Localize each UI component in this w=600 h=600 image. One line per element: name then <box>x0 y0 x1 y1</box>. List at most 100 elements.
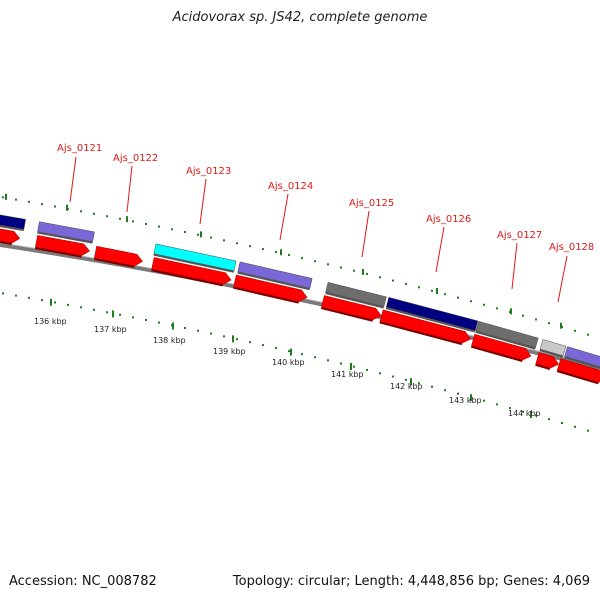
gene-bar <box>237 261 313 291</box>
lower-dot <box>93 308 95 311</box>
lower-dot <box>379 372 381 375</box>
lower-dot <box>210 332 212 335</box>
gene-label: Ajs_0126 <box>426 214 471 225</box>
upper-dot <box>353 269 355 272</box>
lower-dot <box>2 292 4 295</box>
upper-tick-mark <box>280 249 282 256</box>
lower-dot <box>548 418 550 421</box>
upper-tick-mark <box>362 268 364 275</box>
cds-arrow <box>93 245 143 268</box>
upper-dot <box>236 242 238 245</box>
upper-dot <box>145 222 147 225</box>
gene-bar <box>564 346 600 373</box>
upper-dot <box>392 279 394 282</box>
cds-arrow <box>0 227 21 246</box>
lower-dot <box>587 429 589 432</box>
scale-tick-label: 142 kbp <box>390 382 423 391</box>
map-title: Acidovorax sp. JS42, complete genome <box>172 10 428 25</box>
upper-dot <box>470 300 472 303</box>
lower-dot <box>184 327 186 330</box>
lower-tick-mark <box>350 362 352 370</box>
upper-dot <box>54 205 56 208</box>
lower-dot <box>301 353 303 356</box>
gene-leader-line <box>69 156 77 203</box>
gene-label: Ajs_0128 <box>549 242 594 253</box>
upper-dot <box>210 236 212 239</box>
gene-bar <box>0 213 26 232</box>
upper-dot <box>249 245 251 248</box>
upper-dot <box>314 260 316 263</box>
lower-dot <box>262 344 264 347</box>
gene-leader-line <box>511 242 518 290</box>
lower-dot <box>561 421 563 424</box>
upper-dot <box>522 314 524 317</box>
upper-dot <box>119 217 121 220</box>
accession-text: Accession: NC_008782 <box>9 574 157 589</box>
lower-dot <box>535 414 537 417</box>
scale-tick-label: 140 kbp <box>272 358 305 367</box>
upper-dot <box>535 318 537 321</box>
lower-tick-mark <box>410 378 412 386</box>
upper-dot <box>457 296 459 299</box>
upper-dot <box>327 263 329 266</box>
lower-dot <box>444 389 446 392</box>
lower-dot <box>28 296 30 299</box>
upper-dot <box>275 251 277 254</box>
gene-bar <box>539 339 567 358</box>
gene-feature-track <box>0 213 600 373</box>
upper-dot <box>80 210 82 213</box>
lower-dot <box>405 378 407 381</box>
upper-dot <box>93 212 95 215</box>
lower-tick-mark <box>172 322 174 330</box>
upper-dot <box>379 276 381 279</box>
lower-tick-mark <box>470 394 472 402</box>
cds-arrow <box>233 274 308 304</box>
lower-dot <box>80 306 82 309</box>
lower-dot <box>340 362 342 365</box>
scale-tick-label: 136 kbp <box>34 317 67 326</box>
upper-dot <box>405 282 407 285</box>
upper-dot <box>262 248 264 251</box>
gene-leader-line <box>435 226 445 273</box>
upper-dot <box>106 215 108 218</box>
upper-tick-mark <box>5 193 7 200</box>
scale-tick-label: 137 kbp <box>94 325 127 334</box>
lower-dot <box>366 368 368 371</box>
lower-dot <box>275 347 277 350</box>
lower-dot <box>314 356 316 359</box>
upper-dot <box>444 293 446 296</box>
lower-dot <box>522 410 524 413</box>
upper-dot <box>496 307 498 310</box>
lower-dot <box>15 294 17 297</box>
upper-dot <box>2 196 4 199</box>
cds-arrow <box>535 352 559 370</box>
summary-text: Topology: circular; Length: 4,448,856 bp… <box>232 574 590 589</box>
lower-tick-mark <box>50 298 52 306</box>
upper-tick-mark <box>200 231 202 238</box>
scale-tick-label: 139 kbp <box>213 347 246 356</box>
lower-dot <box>431 385 433 388</box>
upper-dot <box>158 225 160 228</box>
scale-tick-group: 136 kbp 137 kbp 138 kbp 139 kbp 140 kbp 141 k… <box>34 317 541 418</box>
lower-dot <box>67 303 69 306</box>
cds-arrow-track <box>0 227 600 385</box>
gene-label: Ajs_0121 <box>57 143 102 154</box>
lower-dot <box>392 375 394 378</box>
scale-tick-label: 141 kbp <box>331 370 364 379</box>
lower-dot <box>54 301 56 304</box>
gene-bar <box>325 282 387 309</box>
upper-dot <box>223 239 225 242</box>
lower-dot <box>353 365 355 368</box>
gene-leader-line <box>557 255 568 303</box>
upper-dot <box>340 266 342 269</box>
upper-dot <box>15 198 17 201</box>
cds-arrow <box>34 235 90 258</box>
gene-bar <box>37 221 95 244</box>
lower-dot <box>249 341 251 344</box>
lower-dot <box>457 392 459 395</box>
upper-dot <box>28 200 30 203</box>
scale-tick-label: 138 kbp <box>153 336 186 345</box>
lower-dot <box>288 350 290 353</box>
upper-dot <box>431 289 433 292</box>
